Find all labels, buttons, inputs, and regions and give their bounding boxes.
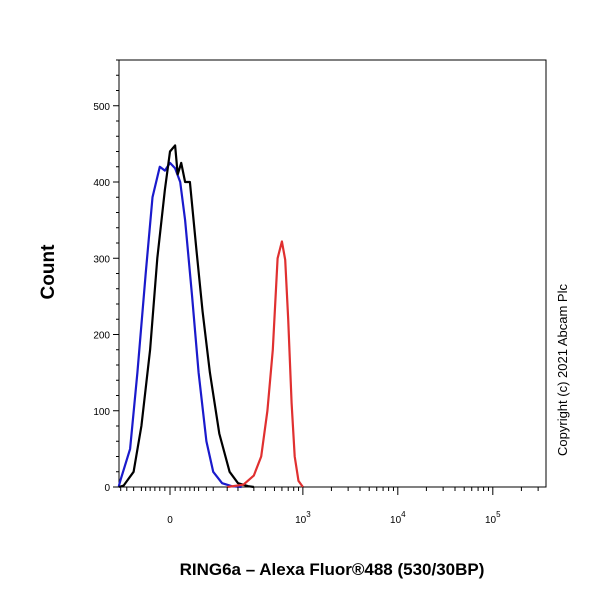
x-tick-label: 104	[390, 510, 406, 526]
y-tick-label: 300	[93, 254, 110, 265]
y-tick-label: 100	[93, 407, 110, 418]
y-axis: 0 100 200 300 400 500	[93, 59, 119, 494]
x-axis-title: RING6a – Alexa Fluor®488 (530/30BP)	[180, 560, 485, 579]
series-layer	[117, 144, 304, 489]
y-tick-label: 500	[93, 102, 110, 113]
series-line-2	[118, 144, 254, 489]
y-tick-label: 400	[93, 178, 110, 189]
y-axis-title: Count	[38, 244, 59, 300]
x-tick-label: 105	[485, 510, 501, 526]
series-line-1	[117, 161, 242, 489]
x-axis: 0 103 104 105	[120, 487, 539, 526]
y-tick-label: 200	[93, 331, 110, 342]
plot-frame	[118, 59, 547, 488]
copyright-notice: Copyright (c) 2021 Abcam Plc	[555, 284, 570, 456]
x-tick-label: 103	[295, 510, 311, 526]
series-line-3	[227, 240, 304, 489]
x-tick-label: 0	[167, 515, 173, 526]
y-tick-label: 0	[104, 483, 110, 494]
